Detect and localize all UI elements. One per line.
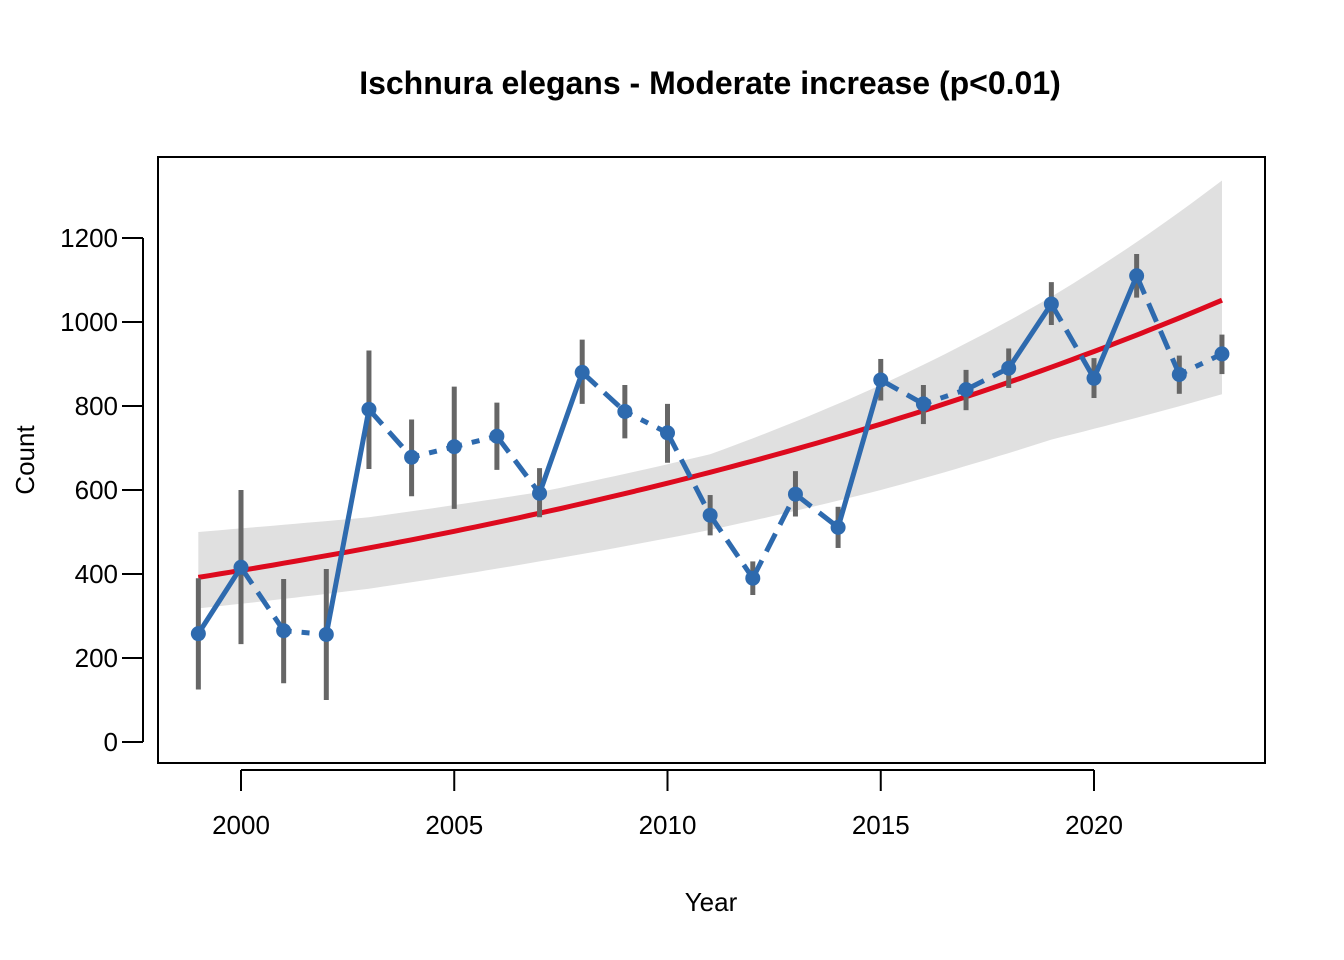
data-point [873,372,889,388]
series-segment [238,565,286,633]
data-point [745,570,761,586]
series-segment [494,434,542,495]
data-point [1043,296,1059,312]
series-segment [1178,351,1224,377]
series-segment [1006,302,1054,370]
data-point [190,626,206,642]
series-segment [665,431,713,517]
confidence-band [198,180,1223,609]
y-tick-label: 200 [75,643,118,673]
x-axis: 2000 2005 2010 2015 2020 [212,769,1123,840]
series-segment [1049,302,1097,380]
x-tick-label: 2010 [639,810,697,840]
y-tick-label: 600 [75,475,118,505]
data-point [361,401,377,417]
series-segment [1134,274,1182,376]
data-point [915,396,931,412]
chart-title: Ischnura elegans - Moderate increase (p<… [359,65,1061,101]
plot-frame [157,156,1266,764]
x-tick-label: 2005 [425,810,483,840]
series-segment [1091,274,1139,380]
data-point [233,559,249,575]
data-point [660,425,675,441]
data-point [1129,268,1145,284]
data-point [446,439,462,455]
series-segment [750,493,798,580]
data-point [1086,370,1102,386]
data-point [532,485,548,501]
data-point [958,382,974,398]
plot-area [190,180,1230,700]
y-tick-label: 1200 [60,223,118,253]
data-point [830,519,846,535]
series-segment [835,379,884,529]
y-axis-label: Count [10,425,40,495]
y-tick-label: 0 [104,727,118,757]
x-tick-label: 2000 [212,810,270,840]
series-segment [708,513,755,580]
y-tick-label: 800 [75,391,118,421]
y-axis: 0 200 400 600 800 1000 1200 [60,223,144,757]
data-point [574,364,590,380]
series-segment [367,407,414,459]
data-point [404,449,420,465]
series-segment [879,377,925,407]
data-point [1001,360,1017,376]
data-point [489,428,505,444]
y-tick-label: 400 [75,559,118,589]
x-tick-label: 2020 [1065,810,1123,840]
data-point [1214,346,1230,362]
trend-line [197,297,1223,580]
y-tick-label: 1000 [60,307,118,337]
data-point [617,403,633,419]
series-segment [793,492,840,530]
data-point [702,507,718,523]
series-segment [623,409,669,436]
x-axis-label: Year [685,887,738,917]
data-point [318,626,334,642]
series-segment [964,365,1010,392]
data-point [276,623,292,639]
data-point [1171,367,1187,382]
series-segment [196,565,244,635]
series-segment [537,371,585,495]
x-tick-label: 2015 [852,810,910,840]
data-point [787,486,803,502]
series-segment [580,370,627,414]
series-segment [323,408,372,635]
